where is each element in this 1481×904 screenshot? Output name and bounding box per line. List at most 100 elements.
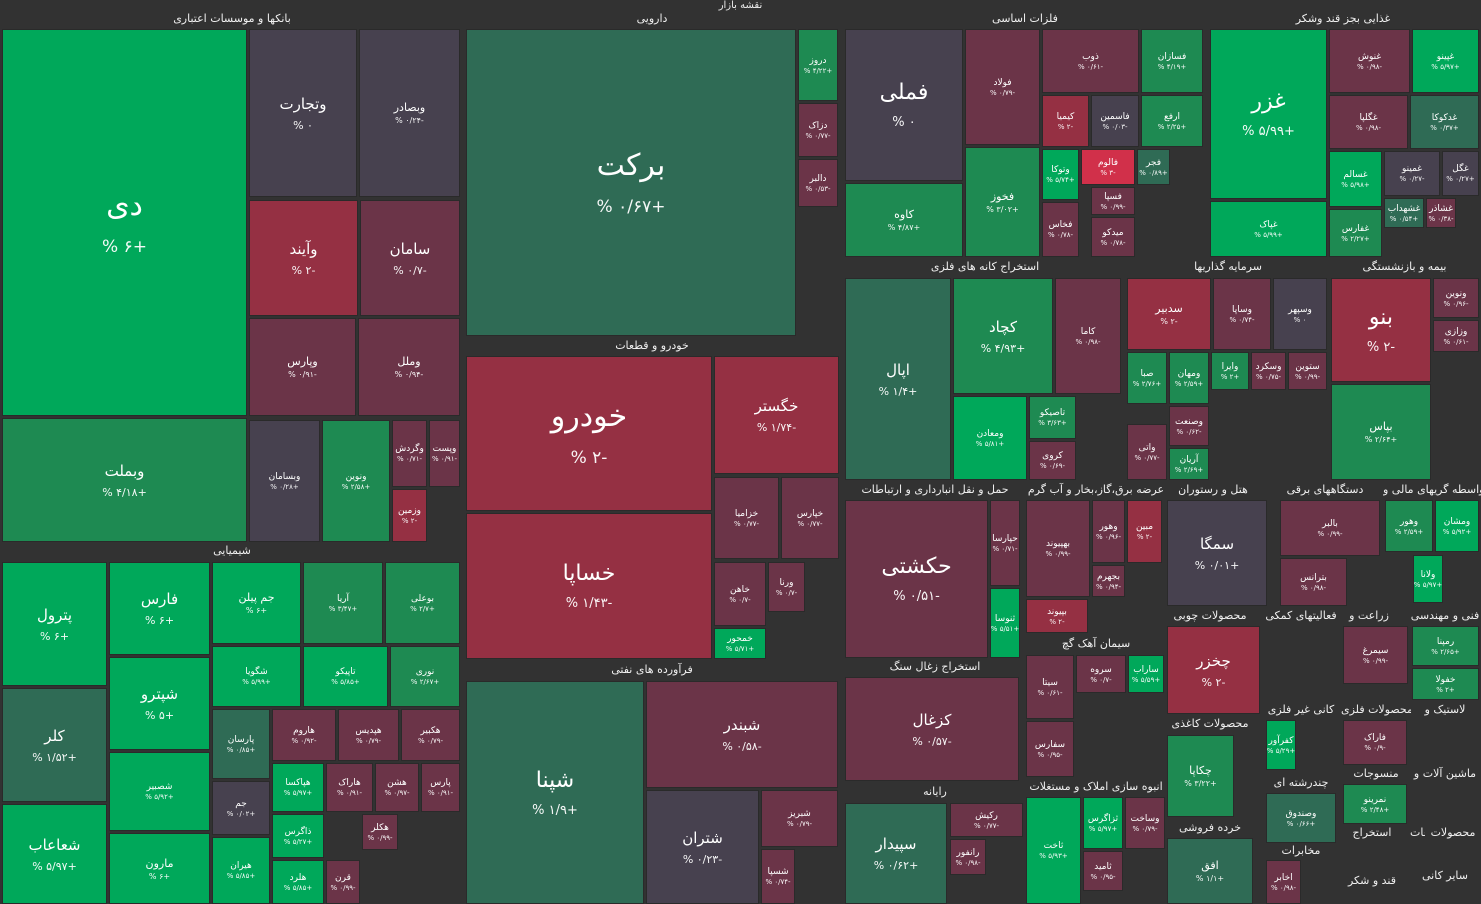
stock-tile[interactable]: ستوین -۰/۹۹ %	[1288, 352, 1327, 390]
stock-tile[interactable]: دروز +۴/۲۲ %	[798, 29, 838, 101]
stock-tile[interactable]: فجر +۰/۸۹ %	[1137, 149, 1170, 185]
stock-tile[interactable]: وهور -۰/۹۶ %	[1092, 500, 1125, 563]
stock-tile[interactable]: آریان +۲/۶۹ %	[1169, 448, 1209, 480]
stock-tile[interactable]: خپارس -۰/۷۷ %	[781, 477, 839, 559]
stock-tile[interactable]: چکاپا +۳/۲۲ %	[1167, 735, 1234, 817]
stock-tile[interactable]: مبین -۲ %	[1127, 500, 1162, 563]
stock-tile[interactable]: وتوکا +۵/۷۴ %	[1042, 149, 1079, 200]
stock-tile[interactable]: بترانس -۰/۹۸ %	[1280, 558, 1347, 606]
stock-tile[interactable]: غدکوکا +۰/۳۷ %	[1410, 95, 1479, 149]
stock-tile[interactable]: نمرینو +۲/۴۸ %	[1343, 784, 1407, 824]
stock-tile[interactable]: ونوین -۰/۹۶ %	[1433, 278, 1479, 318]
stock-tile[interactable]: بپیوند -۲ %	[1026, 599, 1088, 633]
stock-tile[interactable]: رکیش -۰/۷۷ %	[950, 803, 1023, 837]
stock-tile[interactable]: کفرآور +۵/۲۹ %	[1266, 720, 1296, 770]
stock-tile[interactable]: ثزاگرس +۵/۹۷ %	[1083, 797, 1123, 849]
stock-tile[interactable]: وپارس -۰/۹۱ %	[249, 318, 356, 416]
stock-tile[interactable]: حکشتی -۰/۵۱ %	[845, 500, 988, 658]
stock-tile[interactable]: کیمیا -۲ %	[1042, 95, 1089, 147]
stock-tile[interactable]: میدکو -۰/۷۸ %	[1091, 217, 1135, 257]
stock-tile[interactable]: بوعلی +۲/۷ %	[385, 562, 460, 644]
stock-tile[interactable]: جم پیلن +۶ %	[212, 562, 301, 644]
stock-tile[interactable]: دی +۶ %	[2, 29, 247, 416]
stock-tile[interactable]: ومعادن +۵/۸۱ %	[953, 396, 1027, 480]
stock-tile[interactable]: شسپا -۰/۷۴ %	[761, 849, 795, 904]
stock-tile[interactable]: سفارس -۰/۹۵ %	[1026, 721, 1074, 777]
stock-tile[interactable]: خزامیا -۰/۷۷ %	[714, 477, 779, 559]
stock-tile[interactable]: شبندر -۰/۵۸ %	[646, 681, 838, 788]
stock-tile[interactable]: پارس -۰/۹۱ %	[421, 763, 460, 812]
stock-tile[interactable]: هکلر -۰/۹۹ %	[362, 814, 398, 850]
stock-tile[interactable]: غزر +۵/۹۹ %	[1210, 29, 1327, 199]
stock-tile[interactable]: هیران +۵/۸۵ %	[212, 837, 270, 904]
stock-tile[interactable]: ارفع +۲/۲۵ %	[1141, 95, 1203, 147]
stock-tile[interactable]: شتران -۰/۲۳ %	[646, 790, 759, 904]
stock-tile[interactable]: تاپیکو +۵/۸۵ %	[303, 646, 388, 707]
stock-tile[interactable]: غسالم +۵/۹۸ %	[1329, 151, 1382, 207]
stock-tile[interactable]: غنوش -۰/۹۸ %	[1329, 29, 1410, 93]
stock-tile[interactable]: وصنعت -۰/۶۲ %	[1169, 406, 1209, 446]
stock-tile[interactable]: افق +۱/۱ %	[1167, 838, 1253, 904]
stock-tile[interactable]: فاسمین -۰/۰۳ %	[1091, 95, 1139, 147]
stock-tile[interactable]: غگلپا -۰/۹۸ %	[1329, 95, 1408, 149]
stock-tile[interactable]: تاصیکو +۳/۶۳ %	[1029, 396, 1076, 439]
stock-tile[interactable]: هشن -۰/۹۷ %	[375, 763, 419, 812]
stock-tile[interactable]: بهپیوند -۰/۹۹ %	[1026, 500, 1090, 597]
stock-tile[interactable]: سپیدار +۰/۶۲ %	[845, 803, 947, 904]
stock-tile[interactable]: فخاس -۰/۷۸ %	[1042, 202, 1079, 257]
stock-tile[interactable]: هلرد +۵/۸۵ %	[272, 860, 324, 904]
stock-tile[interactable]: خگستر -۱/۷۴ %	[714, 356, 839, 474]
stock-tile[interactable]: آریا +۳/۴۷ %	[303, 562, 383, 644]
stock-tile[interactable]: اپال +۱/۴ %	[845, 278, 951, 480]
stock-tile[interactable]: وساپا -۰/۷۴ %	[1213, 278, 1271, 350]
stock-tile[interactable]: ذاگرس +۵/۲۷ %	[272, 814, 324, 858]
stock-tile[interactable]: قرن -۰/۹۹ %	[326, 860, 360, 904]
stock-tile[interactable]: خمحور +۵/۷۱ %	[714, 628, 766, 659]
stock-tile[interactable]: سدبیر -۲ %	[1127, 278, 1211, 350]
stock-tile[interactable]: خساپا -۱/۴۳ %	[466, 513, 712, 659]
stock-tile[interactable]: خاهن -۰/۷ %	[714, 562, 766, 626]
stock-tile[interactable]: شبریز -۰/۷۹ %	[761, 790, 838, 847]
stock-tile[interactable]: وزمین -۲ %	[392, 489, 427, 542]
stock-tile[interactable]: شصبیر +۵/۹۲ %	[109, 752, 210, 831]
stock-tile[interactable]: فملی ۰ %	[845, 29, 963, 181]
stock-tile[interactable]: بجهرم -۰/۹۴ %	[1092, 565, 1125, 597]
stock-tile[interactable]: هاراک -۰/۹۱ %	[326, 763, 373, 812]
stock-tile[interactable]: وگردش -۰/۷۱ %	[392, 420, 427, 487]
stock-tile[interactable]: پارسان +۰/۸۵ %	[212, 709, 270, 779]
stock-tile[interactable]: وزازی -۰/۶۱ %	[1433, 320, 1479, 352]
stock-tile[interactable]: وپست -۰/۹۱ %	[429, 420, 460, 487]
stock-tile[interactable]: وآیند -۲ %	[249, 200, 358, 316]
stock-tile[interactable]: وسپهر ۰ %	[1273, 278, 1327, 350]
stock-tile[interactable]: اخابر -۰/۹۸ %	[1266, 860, 1301, 904]
stock-tile[interactable]: ثامید -۰/۹۵ %	[1083, 851, 1123, 891]
stock-tile[interactable]: واتی -۰/۷۷ %	[1127, 424, 1167, 480]
stock-tile[interactable]: شعاعاب +۵/۹۷ %	[2, 804, 107, 904]
stock-tile[interactable]: وتجارت ۰ %	[249, 29, 357, 197]
stock-tile[interactable]: دالبر -۰/۵۳ %	[798, 159, 838, 207]
stock-tile[interactable]: وسکرد -۰/۷۵ %	[1251, 352, 1286, 390]
stock-tile[interactable]: غشاذر -۰/۳۸ %	[1426, 198, 1456, 228]
stock-tile[interactable]: ومهان +۲/۵۹ %	[1169, 352, 1209, 404]
stock-tile[interactable]: هاروم -۰/۹۲ %	[272, 709, 336, 761]
stock-tile[interactable]: فارس +۶ %	[109, 562, 210, 655]
stock-tile[interactable]: صبا +۲/۷۶ %	[1127, 352, 1167, 404]
stock-tile[interactable]: ذوب -۰/۶۱ %	[1042, 29, 1139, 93]
stock-tile[interactable]: دزاک -۰/۷۷ %	[798, 103, 838, 157]
stock-tile[interactable]: غپینو +۵/۹۷ %	[1412, 29, 1479, 93]
stock-tile[interactable]: فخوز +۳/۰۲ %	[965, 147, 1040, 257]
stock-tile[interactable]: شگویا +۵/۹۹ %	[212, 646, 301, 707]
stock-tile[interactable]: رمپنا +۲/۶۵ %	[1412, 626, 1479, 666]
stock-tile[interactable]: کچاد +۴/۹۳ %	[953, 278, 1053, 394]
stock-tile[interactable]: جم +۰/۰۲ %	[212, 781, 270, 835]
stock-tile[interactable]: فالوم -۳ %	[1081, 149, 1135, 185]
stock-tile[interactable]: فسازان +۴/۱۹ %	[1141, 29, 1203, 93]
stock-tile[interactable]: فسپا -۰/۹۹ %	[1091, 187, 1135, 215]
stock-tile[interactable]: ولانا +۵/۹۷ %	[1413, 555, 1443, 603]
stock-tile[interactable]: ثنوسا +۵/۵۱ %	[990, 588, 1020, 658]
stock-tile[interactable]: سیمرغ -۰/۹۹ %	[1343, 626, 1408, 684]
stock-tile[interactable]: خودرو -۲ %	[466, 356, 712, 511]
stock-tile[interactable]: ساراب +۵/۵۹ %	[1128, 655, 1164, 693]
stock-tile[interactable]: نوری +۲/۶۷ %	[390, 646, 460, 707]
stock-tile[interactable]: وهور +۲/۵۹ %	[1385, 500, 1433, 552]
